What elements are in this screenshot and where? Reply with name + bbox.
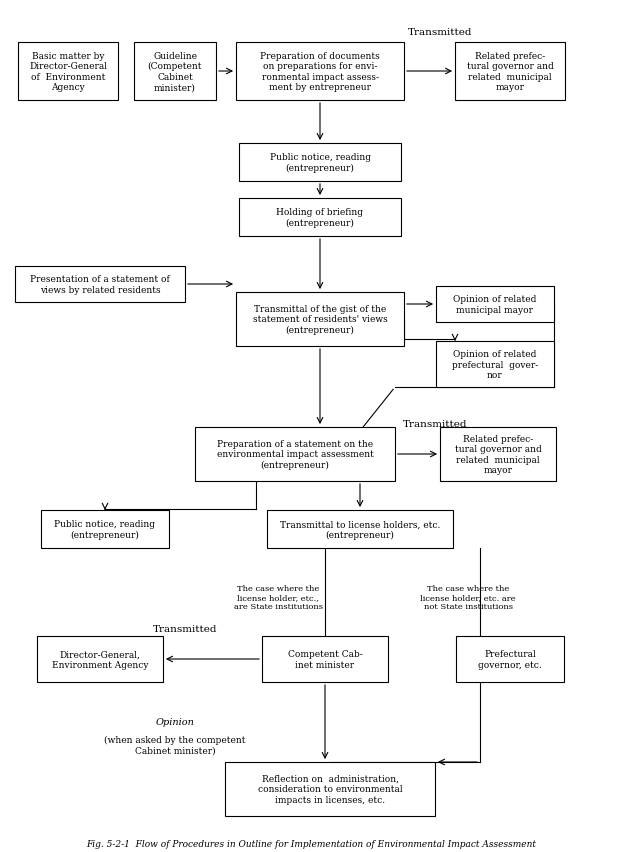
- Text: Public notice, reading
(entrepreneur): Public notice, reading (entrepreneur): [54, 520, 156, 539]
- FancyBboxPatch shape: [455, 43, 565, 101]
- Text: Prefectural
governor, etc.: Prefectural governor, etc.: [478, 649, 542, 669]
- Text: Transmitted: Transmitted: [402, 419, 467, 429]
- Text: Basic matter by
Director-General
of  Environment
Agency: Basic matter by Director-General of Envi…: [29, 52, 107, 92]
- Text: Transmittal to license holders, etc.
(entrepreneur): Transmittal to license holders, etc. (en…: [280, 520, 440, 539]
- Text: Transmitted: Transmitted: [153, 625, 217, 633]
- FancyBboxPatch shape: [15, 267, 185, 302]
- FancyBboxPatch shape: [236, 292, 404, 347]
- FancyBboxPatch shape: [37, 636, 163, 682]
- FancyBboxPatch shape: [236, 43, 404, 101]
- Text: The case where the
license holder, etc.,
are State institutions: The case where the license holder, etc.,…: [234, 584, 323, 611]
- Text: Preparation of documents
on preparations for envi-
ronmental impact assess-
ment: Preparation of documents on preparations…: [260, 52, 380, 92]
- FancyBboxPatch shape: [134, 43, 216, 101]
- Text: Related prefec-
tural governor and
related  municipal
mayor: Related prefec- tural governor and relat…: [455, 435, 541, 475]
- FancyBboxPatch shape: [436, 342, 554, 388]
- Text: Transmittal of the gist of the
statement of residents' views
(entrepreneur): Transmittal of the gist of the statement…: [252, 305, 388, 335]
- FancyBboxPatch shape: [239, 199, 401, 237]
- Text: Transmitted: Transmitted: [407, 28, 472, 37]
- FancyBboxPatch shape: [267, 510, 453, 549]
- Text: The case where the
license holder, etc. are
not State institutions: The case where the license holder, etc. …: [420, 584, 516, 611]
- Text: Reflection on  administration,
consideration to environmental
impacts in license: Reflection on administration, considerat…: [258, 774, 402, 804]
- FancyBboxPatch shape: [456, 636, 564, 682]
- FancyBboxPatch shape: [262, 636, 388, 682]
- Text: Public notice, reading
(entrepreneur): Public notice, reading (entrepreneur): [270, 153, 371, 173]
- Text: Preparation of a statement on the
environmental impact assessment
(entrepreneur): Preparation of a statement on the enviro…: [217, 440, 373, 469]
- Text: Director-General,
Environment Agency: Director-General, Environment Agency: [52, 649, 148, 669]
- Text: Holding of briefing
(entrepreneur): Holding of briefing (entrepreneur): [277, 208, 363, 227]
- FancyBboxPatch shape: [18, 43, 118, 101]
- FancyBboxPatch shape: [225, 762, 435, 816]
- Text: Opinion of related
prefectural  gover-
nor: Opinion of related prefectural gover- no…: [452, 349, 538, 379]
- Text: Guideline
(Competent
Cabinet
minister): Guideline (Competent Cabinet minister): [148, 52, 202, 92]
- FancyBboxPatch shape: [436, 286, 554, 323]
- Text: Opinion: Opinion: [156, 717, 194, 726]
- FancyBboxPatch shape: [41, 510, 169, 549]
- Text: Related prefec-
tural governor and
related  municipal
mayor: Related prefec- tural governor and relat…: [467, 52, 553, 92]
- Text: (when asked by the competent
Cabinet minister): (when asked by the competent Cabinet min…: [104, 735, 245, 755]
- FancyBboxPatch shape: [195, 428, 395, 481]
- FancyBboxPatch shape: [440, 428, 556, 481]
- Text: Fig. 5-2-1  Flow of Procedures in Outline for Implementation of Environmental Im: Fig. 5-2-1 Flow of Procedures in Outline…: [87, 839, 536, 848]
- Text: Opinion of related
municipal mayor: Opinion of related municipal mayor: [454, 295, 536, 314]
- Text: Presentation of a statement of
views by related residents: Presentation of a statement of views by …: [30, 275, 170, 294]
- FancyBboxPatch shape: [239, 144, 401, 181]
- Text: Competent Cab-
inet minister: Competent Cab- inet minister: [288, 649, 363, 669]
